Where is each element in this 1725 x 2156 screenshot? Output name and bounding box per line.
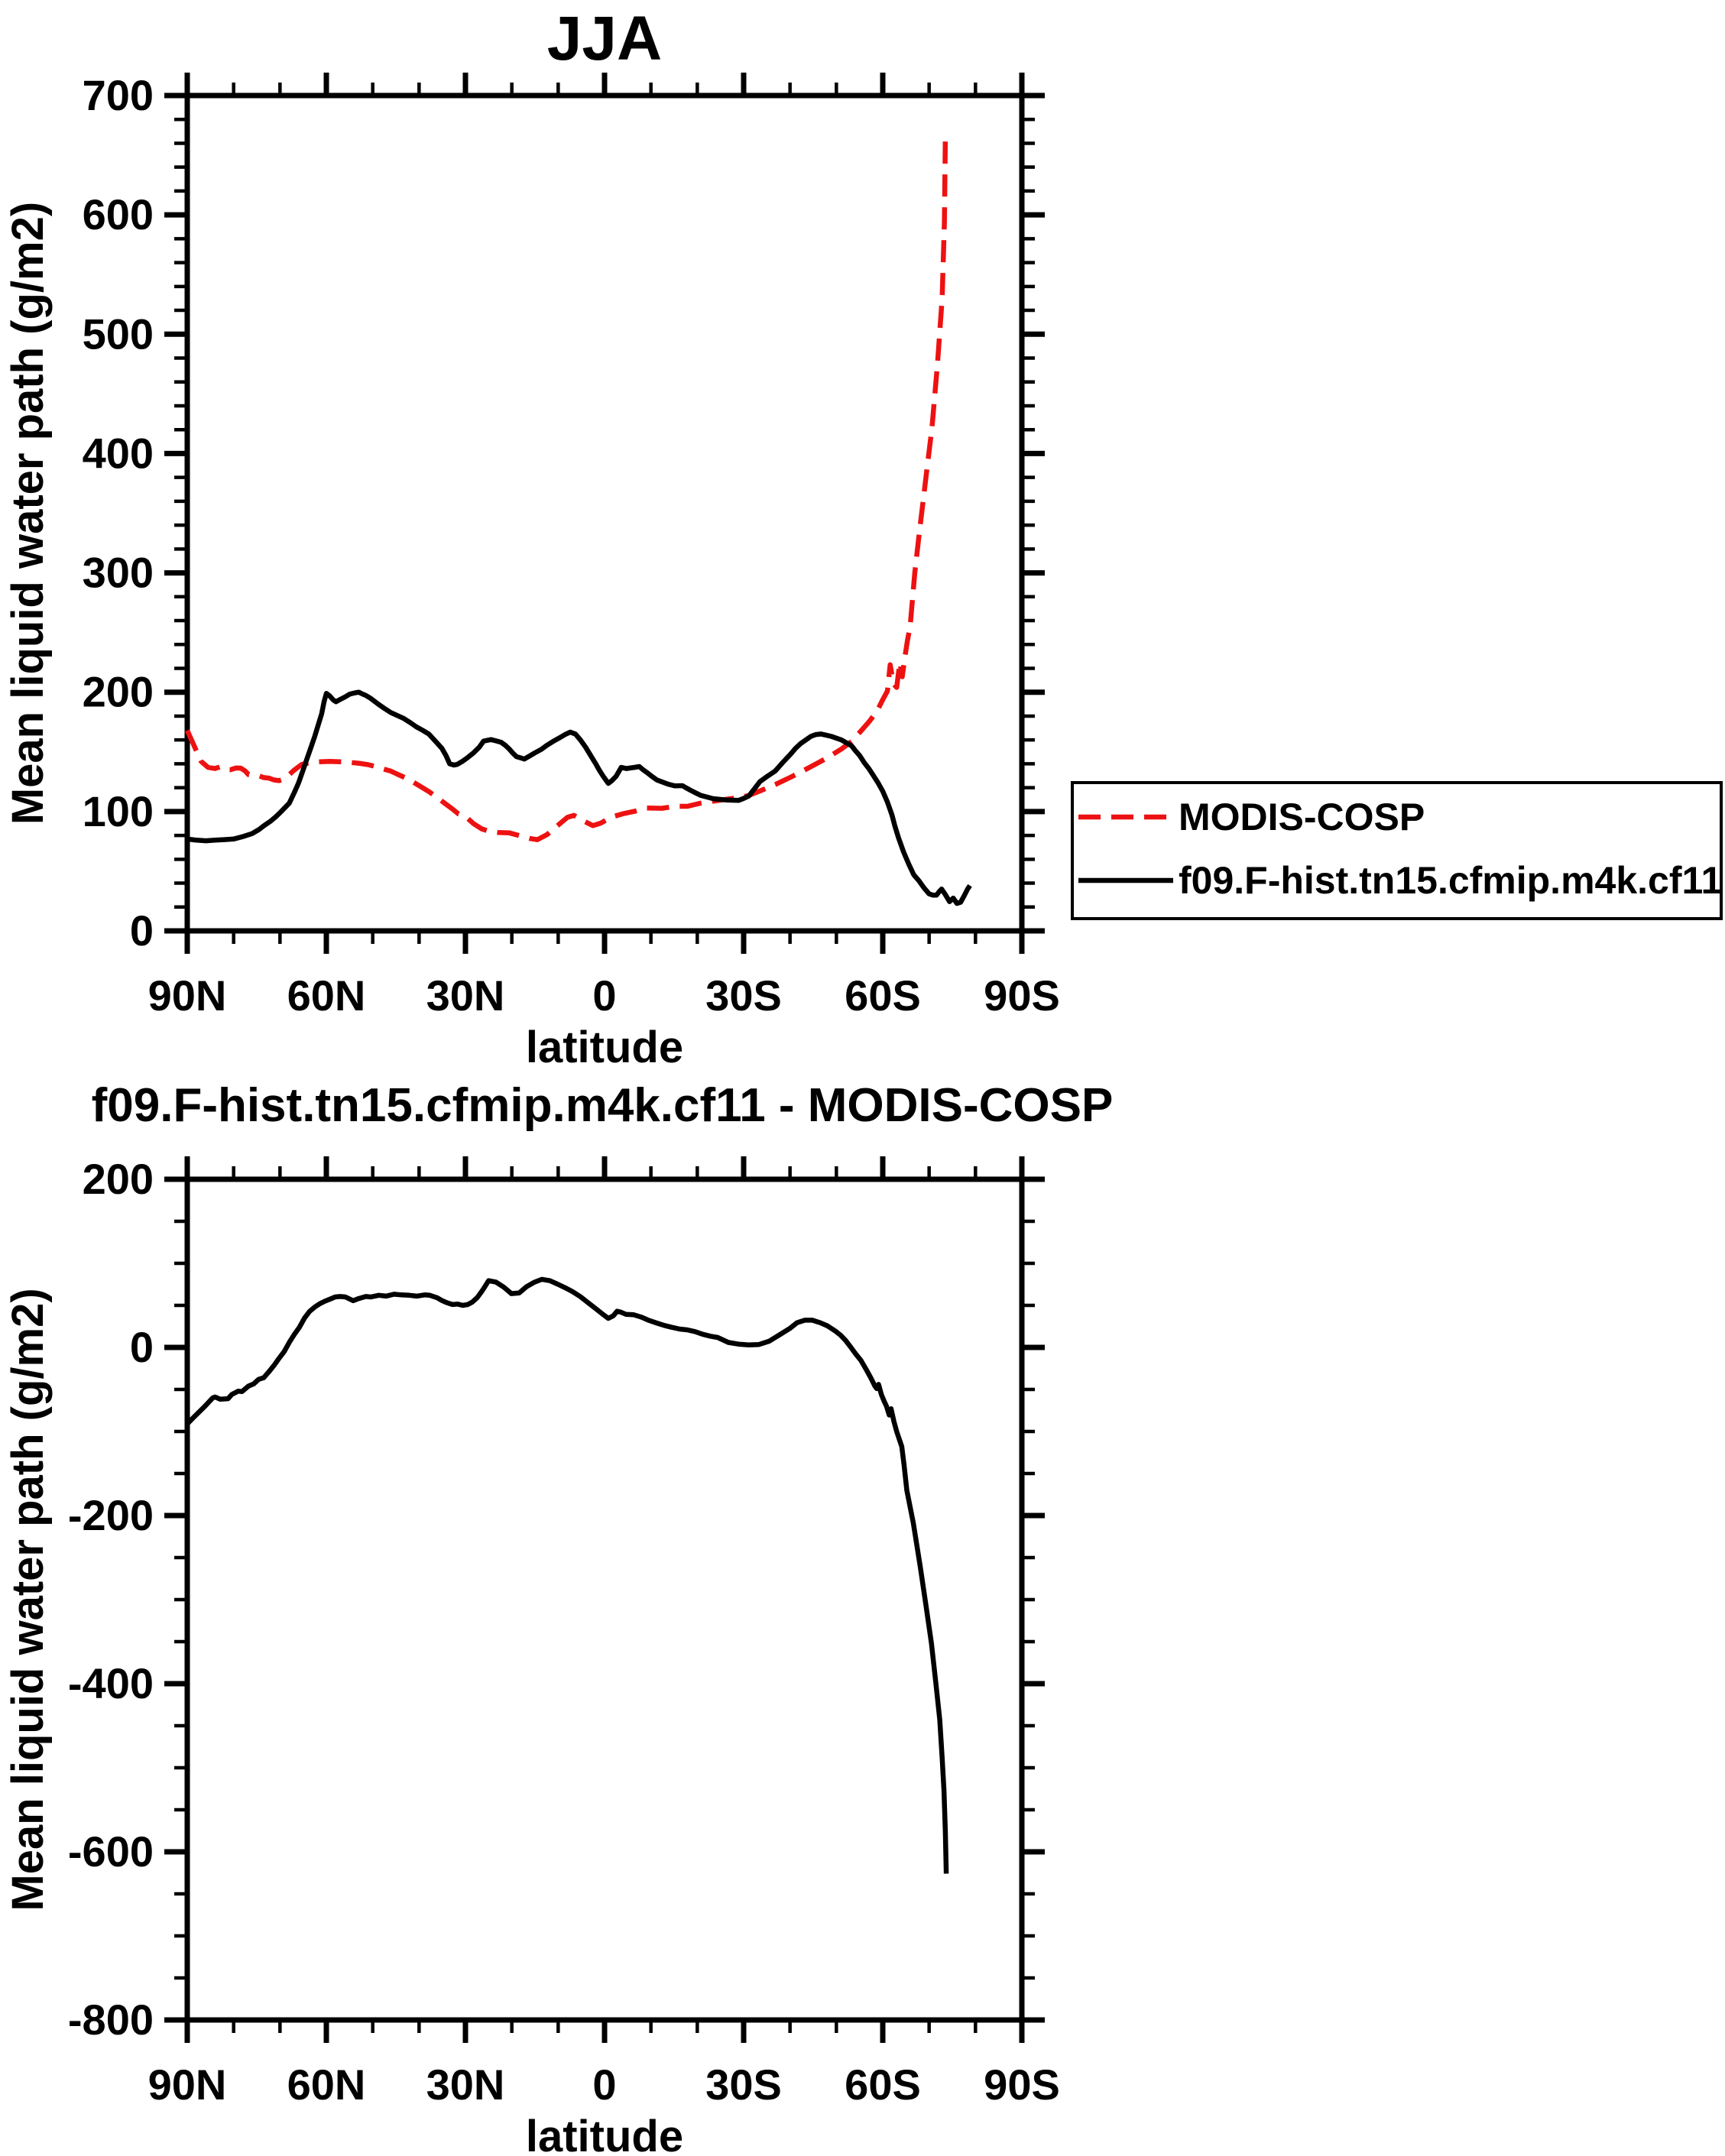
top-chart-title: JJA [547, 4, 662, 73]
bottom-x-axis-title: latitude [526, 2112, 683, 2156]
y-tick-label: 100 [83, 787, 154, 835]
y-tick-label: 300 [83, 549, 154, 597]
legend-label: f09.F-hist.tn15.cfmip.m4k.cf11 [1179, 859, 1722, 902]
x-tick-label: 0 [592, 971, 616, 1020]
bottom-y-axis-title: Mean liquid water path (g/m2) [3, 1288, 53, 1911]
series-f09-f-hist-tn15-cfmip-m4k-cf11 [186, 689, 972, 906]
x-tick-label: 60S [845, 971, 921, 1020]
series-difference-model-modis-cosp- [185, 1276, 949, 1874]
x-tick-label: 30S [705, 2060, 782, 2109]
legend-frame [1071, 781, 1723, 920]
y-tick-label: 700 [83, 71, 154, 119]
x-tick-label: 60N [287, 971, 366, 1020]
bottom-chart: f09.F-hist.tn15.cfmip.m4k.cf11 - MODIS-C… [3, 1079, 1113, 2156]
x-tick-label: 60N [287, 2060, 366, 2109]
x-tick-label: 90S [984, 971, 1060, 1020]
top-x-axis-title: latitude [526, 1023, 683, 1072]
y-tick-label: -200 [68, 1491, 154, 1539]
y-tick-label: 0 [130, 906, 154, 955]
y-tick-label: -400 [68, 1659, 154, 1707]
y-tick-label: -600 [68, 1827, 154, 1876]
y-tick-label: 0 [130, 1323, 154, 1371]
x-tick-label: 0 [592, 2060, 616, 2109]
x-tick-label: 90N [148, 2060, 227, 2109]
legend-box: MODIS-COSP f09.F-hist.tn15.cfmip.m4k.cf11 [1071, 781, 1723, 920]
top-y-axis-title: Mean liquid water path (g/m2) [3, 202, 53, 825]
y-tick-label: 200 [83, 668, 154, 716]
y-tick-label: -800 [68, 1996, 154, 2044]
x-tick-label: 30N [426, 2060, 505, 2109]
bottom-chart-title: f09.F-hist.tn15.cfmip.m4k.cf11 - MODIS-C… [92, 1079, 1114, 1132]
x-tick-label: 60S [845, 2060, 921, 2109]
y-tick-label: 600 [83, 190, 154, 238]
legend-label: MODIS-COSP [1179, 796, 1425, 838]
x-tick-label: 30S [705, 971, 782, 1020]
x-tick-label: 90S [984, 2060, 1060, 2109]
x-tick-label: 30N [426, 971, 505, 1020]
top-plot-area: 0 100 200 300 400 500 600 700 90N 60N 30N 0 30S 60S 90… [83, 71, 1060, 1020]
top-chart: JJA Mean liquid water path (g/m2) latitu… [3, 4, 1723, 1072]
bottom-plot-area: -800 -600 -400 -200 0 200 90N 60N 30N 0 30S 60S 90S [68, 1155, 1060, 2109]
y-tick-label: 400 [83, 429, 154, 477]
series-modis-cosp [185, 137, 948, 842]
y-tick-label: 500 [83, 310, 154, 358]
y-tick-label: 200 [83, 1155, 154, 1203]
x-tick-label: 90N [148, 971, 227, 1020]
